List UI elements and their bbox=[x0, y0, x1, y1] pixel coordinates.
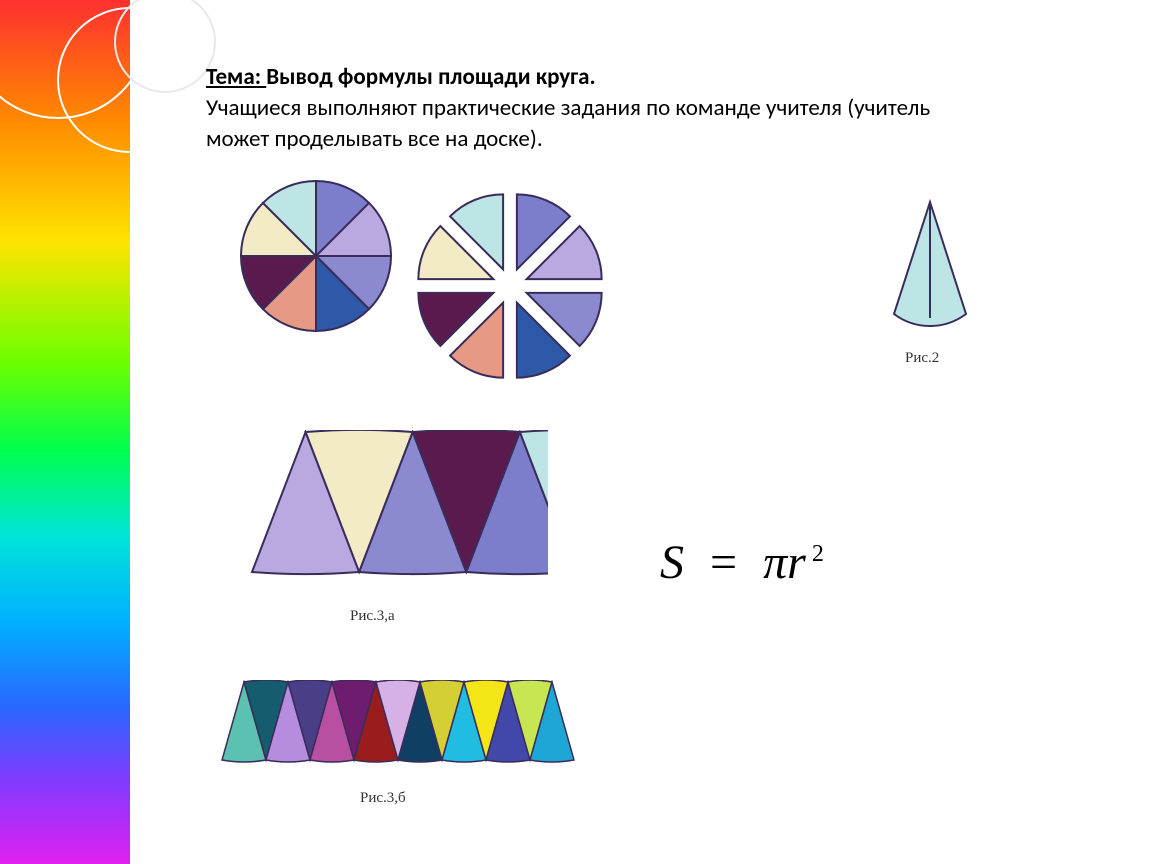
pie-exploded bbox=[400, 176, 620, 401]
topic-title: Вывод формулы площади круга. bbox=[266, 63, 595, 91]
caption-fig3a: Рис.3,а bbox=[350, 608, 395, 625]
formula-exp: 2 bbox=[812, 541, 824, 567]
topic-body: Учащиеся выполняют практические задания … bbox=[206, 94, 930, 153]
formula-S: S bbox=[660, 536, 684, 589]
sectors-rearranged-8 bbox=[248, 430, 548, 585]
pie-closed bbox=[236, 176, 396, 341]
area-formula: S = πr2 bbox=[660, 535, 824, 590]
formula-pi: π bbox=[763, 536, 787, 589]
single-sector-triangle bbox=[880, 196, 980, 341]
topic-label: Тема: bbox=[206, 63, 266, 91]
caption-fig3b: Рис.3,б bbox=[360, 790, 406, 807]
sectors-rearranged-16 bbox=[218, 680, 588, 775]
formula-eq: = bbox=[710, 536, 737, 589]
caption-fig2: Рис.2 bbox=[905, 350, 939, 367]
heading-block: Тема: Вывод формулы площади круга. Учащи… bbox=[206, 62, 956, 155]
formula-r: r bbox=[787, 536, 806, 589]
